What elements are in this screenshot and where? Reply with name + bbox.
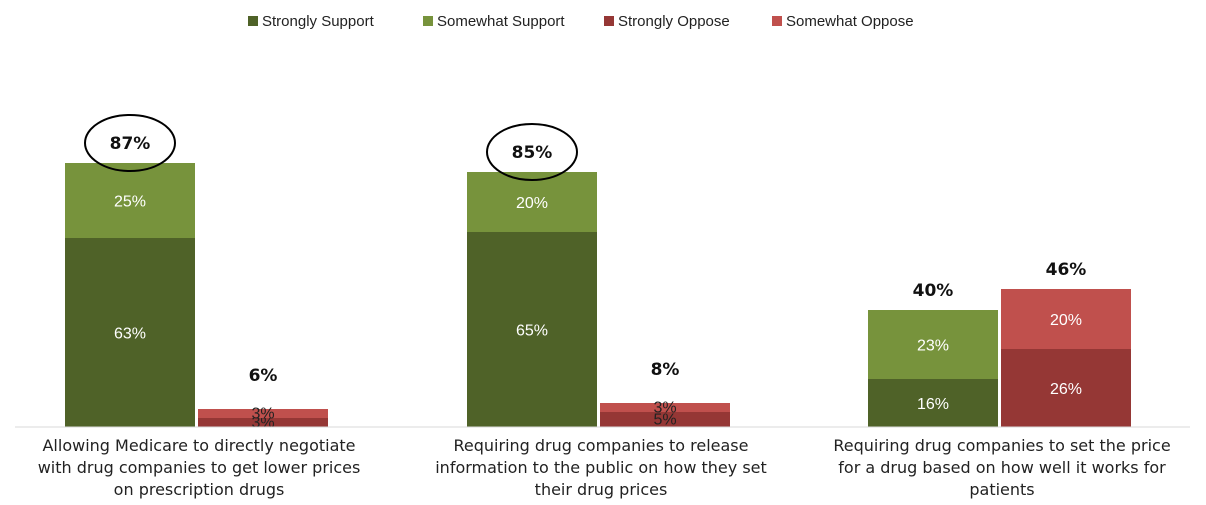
bar-segment <box>868 379 998 427</box>
segment-value-label: 63% <box>114 326 146 343</box>
legend-label: Strongly Support <box>262 13 375 30</box>
legend-label: Somewhat Support <box>437 13 565 30</box>
category-label: Requiring drug companies to release <box>454 436 749 455</box>
category-label: Allowing Medicare to directly negotiate <box>42 436 355 455</box>
bars: 63%25%3%3%65%20%5%3% 16%23%26%20% <box>65 163 1131 432</box>
legend-swatch <box>423 16 433 26</box>
highlight-circle <box>84 114 176 172</box>
legend-swatch <box>604 16 614 26</box>
legend-swatch <box>772 16 782 26</box>
bar-segment <box>198 409 328 418</box>
category-label: patients <box>969 480 1034 499</box>
category-label: for a drug based on how well it works fo… <box>838 458 1166 477</box>
segment-value-label: 3% <box>653 400 676 417</box>
segment-value-label: 3% <box>251 406 274 423</box>
legend-swatch <box>248 16 258 26</box>
bar-segment <box>467 172 597 232</box>
segment-value-label: 26% <box>1050 381 1082 398</box>
segment-value-label: 65% <box>516 323 548 340</box>
category-label: on prescription drugs <box>114 480 285 499</box>
bar-segment <box>198 418 328 427</box>
total-value-label: 46% <box>1046 260 1087 280</box>
bar-segment <box>467 232 597 427</box>
segment-value-label: 20% <box>516 195 548 212</box>
bar-segment <box>65 163 195 238</box>
total-labels: 87% 6% 85% 8% 40% 46% <box>84 114 1087 386</box>
total-value-label: 6% <box>249 366 278 386</box>
segment-value-label: 25% <box>114 194 146 211</box>
bar-segment <box>868 310 998 379</box>
legend-label: Somewhat Oppose <box>786 13 914 30</box>
bar-segment <box>1001 289 1131 349</box>
category-label: information to the public on how they se… <box>435 458 767 477</box>
category-label: with drug companies to get lower prices <box>38 458 361 477</box>
bar-segment <box>65 238 195 427</box>
category-labels: Allowing Medicare to directly negotiate w… <box>38 436 1171 499</box>
highlight-circle <box>486 123 578 181</box>
bar-segment <box>600 403 730 412</box>
total-value-label: 8% <box>651 360 680 380</box>
total-value-label: 40% <box>913 281 954 301</box>
category-label: Requiring drug companies to set the pric… <box>833 436 1170 455</box>
bar-segment <box>600 412 730 427</box>
segment-value-label: 16% <box>917 396 949 413</box>
bar-segment <box>1001 349 1131 427</box>
total-value-label: 87% <box>110 134 151 154</box>
legend-label: Strongly Oppose <box>618 13 730 30</box>
legend: Strongly Support Somewhat Support Strongly… <box>248 13 914 30</box>
total-value-label: 85% <box>512 143 553 163</box>
category-label: their drug prices <box>535 480 668 499</box>
segment-value-label: 20% <box>1050 312 1082 329</box>
segment-value-label: 23% <box>917 338 949 355</box>
segment-value-label: 5% <box>653 412 676 429</box>
